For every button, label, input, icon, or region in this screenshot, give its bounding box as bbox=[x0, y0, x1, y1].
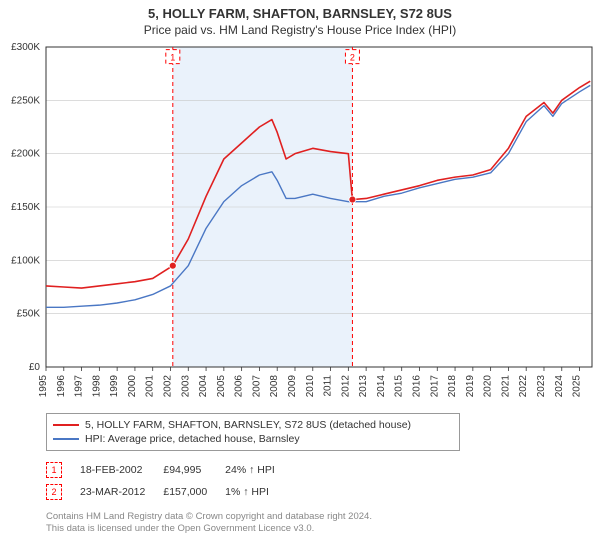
svg-text:2013: 2013 bbox=[358, 375, 369, 398]
legend-swatch bbox=[53, 438, 79, 440]
footer-line-1: Contains HM Land Registry data © Crown c… bbox=[46, 511, 600, 523]
svg-text:1997: 1997 bbox=[74, 375, 85, 398]
svg-text:2005: 2005 bbox=[216, 375, 227, 398]
legend-label: HPI: Average price, detached house, Barn… bbox=[85, 433, 300, 445]
legend-item: HPI: Average price, detached house, Barn… bbox=[53, 432, 453, 446]
transaction-delta: 1% ↑ HPI bbox=[225, 481, 293, 503]
svg-text:2012: 2012 bbox=[340, 375, 351, 398]
line-chart: £0 £50K £100K £150K £200K £250K £300K 1995 1996 1… bbox=[0, 37, 600, 407]
svg-text:£0: £0 bbox=[29, 362, 41, 373]
svg-text:2021: 2021 bbox=[500, 375, 511, 398]
footer-line-2: This data is licensed under the Open Gov… bbox=[46, 523, 600, 535]
svg-text:2024: 2024 bbox=[554, 375, 565, 398]
transaction-delta: 24% ↑ HPI bbox=[225, 459, 293, 481]
svg-text:1999: 1999 bbox=[109, 375, 120, 398]
chart-area: £0 £50K £100K £150K £200K £250K £300K 1995 1996 1… bbox=[0, 37, 600, 407]
svg-text:2017: 2017 bbox=[429, 375, 440, 398]
legend-label: 5, HOLLY FARM, SHAFTON, BARNSLEY, S72 8U… bbox=[85, 419, 411, 431]
svg-text:1998: 1998 bbox=[91, 375, 102, 398]
transaction-marker: 1 bbox=[46, 462, 62, 478]
legend-swatch bbox=[53, 424, 79, 426]
svg-text:2003: 2003 bbox=[180, 375, 191, 398]
svg-text:2022: 2022 bbox=[518, 375, 529, 398]
svg-text:2009: 2009 bbox=[287, 375, 298, 398]
transaction-date: 18-FEB-2002 bbox=[80, 459, 163, 481]
svg-text:2023: 2023 bbox=[536, 375, 547, 398]
svg-text:£300K: £300K bbox=[11, 42, 40, 53]
svg-text:2: 2 bbox=[350, 53, 355, 63]
svg-text:1996: 1996 bbox=[56, 375, 67, 398]
svg-text:£150K: £150K bbox=[11, 202, 40, 213]
svg-text:2010: 2010 bbox=[305, 375, 316, 398]
chart-subtitle: Price paid vs. HM Land Registry's House … bbox=[0, 23, 600, 37]
svg-text:2016: 2016 bbox=[411, 375, 422, 398]
svg-text:2011: 2011 bbox=[323, 375, 334, 397]
transaction-price: £157,000 bbox=[163, 481, 225, 503]
svg-text:2020: 2020 bbox=[483, 375, 494, 398]
svg-text:2025: 2025 bbox=[572, 375, 583, 398]
svg-text:1: 1 bbox=[170, 53, 175, 63]
transactions-table: 1 18-FEB-2002£94,99524% ↑ HPI 2 23-MAR-2012… bbox=[46, 459, 293, 503]
legend: 5, HOLLY FARM, SHAFTON, BARNSLEY, S72 8U… bbox=[46, 413, 460, 451]
legend-item: 5, HOLLY FARM, SHAFTON, BARNSLEY, S72 8U… bbox=[53, 418, 453, 432]
svg-text:2001: 2001 bbox=[145, 375, 156, 398]
svg-text:£50K: £50K bbox=[17, 309, 41, 320]
svg-text:2006: 2006 bbox=[234, 375, 245, 398]
svg-text:2002: 2002 bbox=[162, 375, 173, 398]
transaction-price: £94,995 bbox=[163, 459, 225, 481]
svg-text:£100K: £100K bbox=[11, 255, 40, 266]
table-row: 2 23-MAR-2012£157,0001% ↑ HPI bbox=[46, 481, 293, 503]
svg-text:2008: 2008 bbox=[269, 375, 280, 398]
svg-text:2007: 2007 bbox=[251, 375, 262, 398]
svg-text:2000: 2000 bbox=[127, 375, 138, 398]
transaction-date: 23-MAR-2012 bbox=[80, 481, 163, 503]
transaction-marker: 2 bbox=[46, 484, 62, 500]
chart-header: 5, HOLLY FARM, SHAFTON, BARNSLEY, S72 8U… bbox=[0, 0, 600, 37]
svg-text:2004: 2004 bbox=[198, 375, 209, 398]
svg-text:2015: 2015 bbox=[394, 375, 405, 398]
svg-text:1995: 1995 bbox=[38, 375, 49, 398]
table-row: 1 18-FEB-2002£94,99524% ↑ HPI bbox=[46, 459, 293, 481]
footer: Contains HM Land Registry data © Crown c… bbox=[46, 511, 600, 536]
chart-title: 5, HOLLY FARM, SHAFTON, BARNSLEY, S72 8U… bbox=[0, 6, 600, 21]
svg-text:2019: 2019 bbox=[465, 375, 476, 398]
svg-text:£250K: £250K bbox=[11, 95, 40, 106]
svg-text:2014: 2014 bbox=[376, 375, 387, 398]
svg-text:2018: 2018 bbox=[447, 375, 458, 398]
svg-text:£200K: £200K bbox=[11, 149, 40, 160]
